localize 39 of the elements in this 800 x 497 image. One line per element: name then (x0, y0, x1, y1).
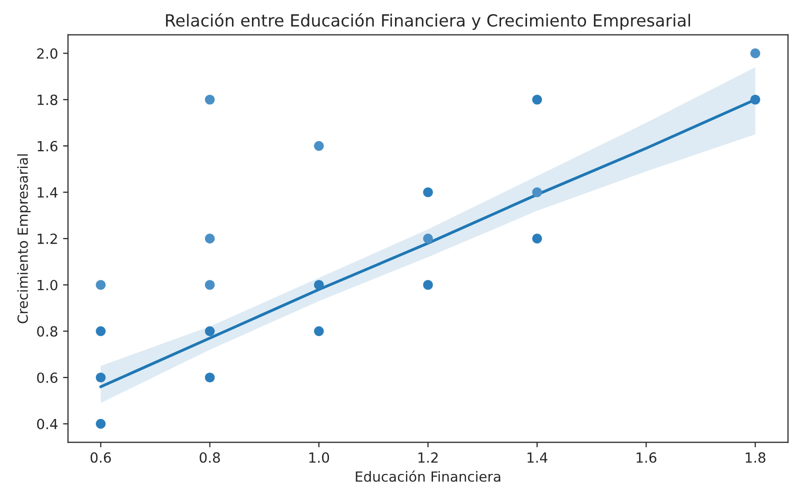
point (423, 280, 433, 290)
x-tick-label: 1.4 (528, 452, 548, 463)
x-tick-label: 1.6 (636, 452, 656, 463)
point (532, 94, 542, 105)
point (96, 372, 106, 382)
x-axis-title: Educación Financiera (356, 470, 500, 482)
y-tick-label: 0.6 (37, 372, 58, 383)
point (423, 187, 433, 198)
y-axis-title: Crecimiento Empresarial (17, 154, 31, 324)
point (532, 187, 542, 198)
point (204, 234, 215, 244)
y-tick-label: 1.0 (38, 280, 58, 290)
y-tick-label: 0.4 (37, 418, 58, 430)
point (314, 326, 324, 336)
x-tick-label: 1.2 (418, 452, 438, 463)
point (204, 326, 215, 336)
point (96, 280, 106, 290)
y-tick-label: 0.8 (37, 326, 58, 337)
point (204, 372, 215, 382)
point (96, 418, 106, 429)
point (96, 326, 106, 336)
point (204, 94, 215, 105)
point (314, 280, 324, 290)
x-tick-label: 1.0 (309, 452, 330, 463)
x-tick-label: 0.8 (200, 452, 220, 463)
point (423, 234, 433, 244)
point (532, 234, 542, 244)
y-tick-label: 2.0 (37, 48, 58, 59)
chart-title: Relación entre Educación Financiera y Crecimiento Empresarial (166, 13, 690, 30)
y-tick-label: 1.6 (38, 140, 58, 152)
y-tick-label: 1.2 (38, 234, 57, 244)
point (750, 48, 760, 58)
y-tick-label: 1.8 (38, 94, 58, 106)
point (204, 280, 215, 290)
x-tick-label: 0.6 (90, 452, 111, 463)
x-tick-label: 1.8 (746, 452, 766, 463)
point (750, 94, 760, 105)
point (314, 141, 324, 151)
y-tick-label: 1.4 (38, 187, 58, 198)
